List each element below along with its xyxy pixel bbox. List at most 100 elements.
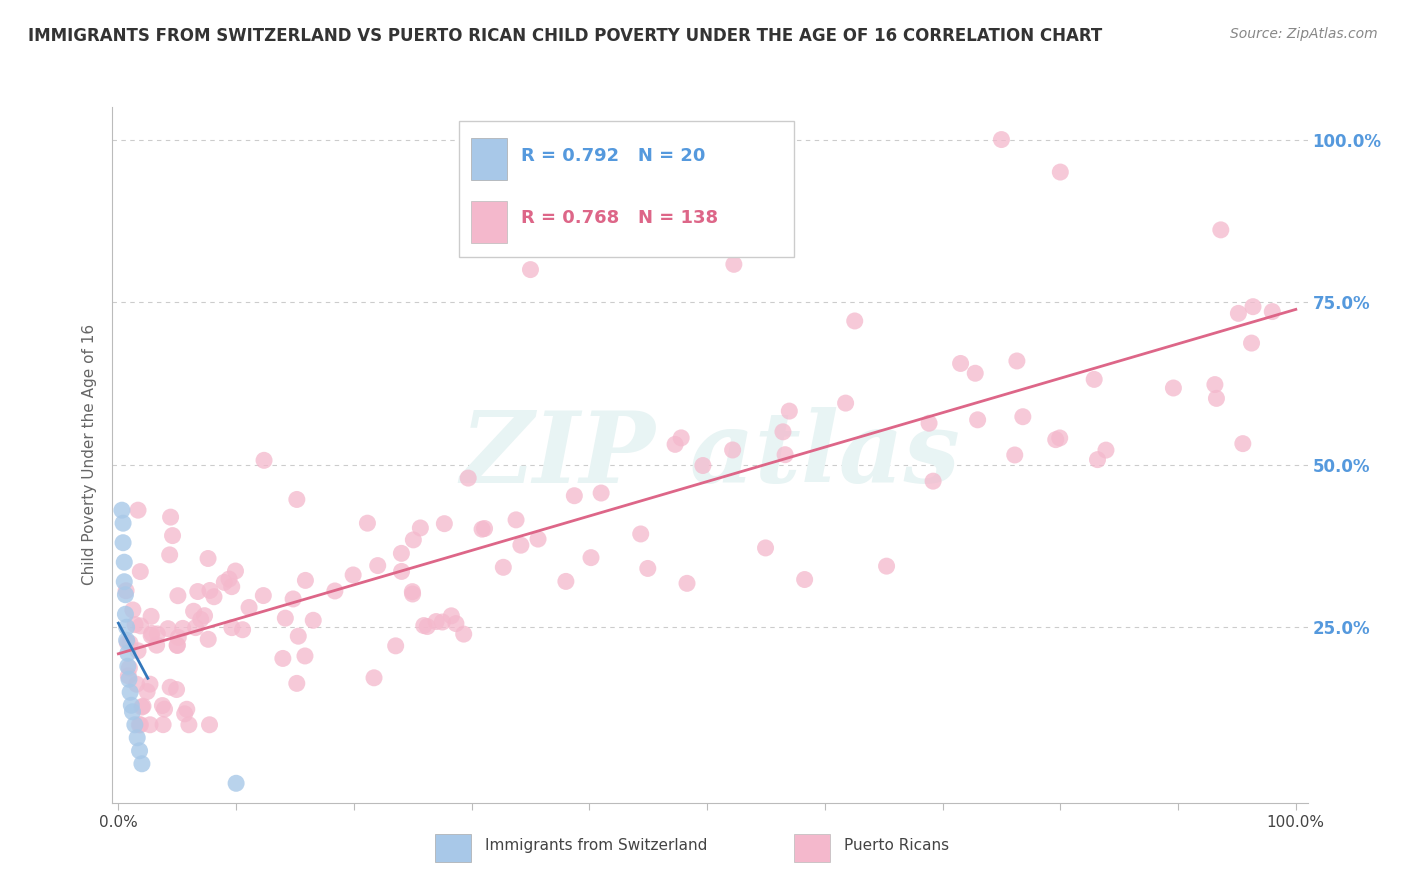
Point	[117, 635, 139, 649]
Point	[285, 492, 308, 507]
Point	[184, 621, 207, 635]
Point	[139, 677, 162, 691]
Point	[238, 600, 260, 615]
Point	[131, 700, 153, 714]
Point	[166, 638, 188, 652]
Point	[167, 589, 190, 603]
Point	[197, 632, 219, 647]
Point	[505, 513, 527, 527]
Point	[162, 528, 184, 542]
Point	[198, 718, 221, 732]
Point	[773, 448, 796, 462]
Point	[124, 617, 146, 632]
Text: R = 0.792   N = 20: R = 0.792 N = 20	[522, 147, 706, 165]
Point	[198, 583, 221, 598]
Point	[401, 587, 423, 601]
Point	[509, 538, 531, 552]
Point	[285, 676, 308, 690]
Point	[1232, 436, 1254, 450]
Text: Puerto Ricans: Puerto Ricans	[844, 838, 949, 854]
Point	[128, 744, 150, 758]
Point	[127, 731, 149, 745]
Point	[1005, 354, 1028, 368]
Point	[363, 671, 385, 685]
Point	[471, 522, 494, 536]
Point	[141, 628, 163, 642]
Point	[145, 638, 167, 652]
Point	[453, 627, 475, 641]
Point	[793, 573, 815, 587]
Point	[637, 561, 659, 575]
Point	[159, 680, 181, 694]
Point	[834, 396, 856, 410]
Point	[114, 607, 136, 622]
Point	[112, 574, 135, 589]
FancyBboxPatch shape	[793, 834, 830, 862]
Y-axis label: Child Poverty Under the Age of 16: Child Poverty Under the Age of 16	[82, 325, 97, 585]
Point	[1083, 372, 1105, 386]
Point	[117, 659, 139, 673]
Point	[965, 366, 987, 380]
Point	[591, 486, 613, 500]
Point	[990, 132, 1012, 146]
Point	[111, 503, 134, 517]
FancyBboxPatch shape	[436, 834, 471, 862]
Point	[132, 699, 155, 714]
Point	[271, 651, 294, 665]
Point	[440, 608, 463, 623]
Point	[159, 510, 181, 524]
Point	[281, 591, 304, 606]
FancyBboxPatch shape	[471, 138, 506, 180]
Point	[844, 314, 866, 328]
Point	[664, 437, 686, 451]
Point	[173, 706, 195, 721]
Text: Immigrants from Switzerland: Immigrants from Switzerland	[485, 838, 707, 854]
Point	[401, 584, 423, 599]
Point	[1227, 306, 1250, 320]
Point	[1261, 304, 1284, 318]
Point	[389, 546, 412, 560]
Point	[949, 356, 972, 370]
Point	[669, 431, 692, 445]
Point	[112, 555, 135, 569]
Point	[156, 622, 179, 636]
Point	[416, 619, 439, 633]
Point	[183, 604, 205, 618]
Point	[384, 639, 406, 653]
Point	[120, 685, 142, 699]
Point	[187, 584, 209, 599]
Point	[1240, 336, 1263, 351]
Point	[129, 565, 152, 579]
Point	[630, 527, 652, 541]
Point	[637, 230, 659, 244]
Point	[127, 644, 149, 658]
Point	[177, 718, 200, 732]
Point	[287, 629, 309, 643]
Point	[232, 623, 254, 637]
Point	[425, 615, 447, 629]
Point	[1045, 433, 1067, 447]
Point	[114, 588, 136, 602]
Point	[172, 621, 194, 635]
Point	[402, 533, 425, 547]
Point	[323, 584, 346, 599]
Point	[1011, 409, 1033, 424]
Point	[772, 425, 794, 439]
Point	[118, 672, 141, 686]
Point	[356, 516, 378, 531]
Point	[225, 776, 247, 790]
Point	[676, 576, 699, 591]
Point	[166, 639, 188, 653]
Point	[127, 503, 149, 517]
Point	[141, 626, 163, 640]
Point	[302, 613, 325, 627]
Point	[129, 619, 152, 633]
Point	[1241, 300, 1264, 314]
Text: R = 0.768   N = 138: R = 0.768 N = 138	[522, 210, 718, 227]
Point	[1095, 443, 1118, 458]
Point	[115, 620, 138, 634]
Point	[214, 575, 236, 590]
Point	[1204, 377, 1226, 392]
Point	[1163, 381, 1185, 395]
Point	[342, 568, 364, 582]
